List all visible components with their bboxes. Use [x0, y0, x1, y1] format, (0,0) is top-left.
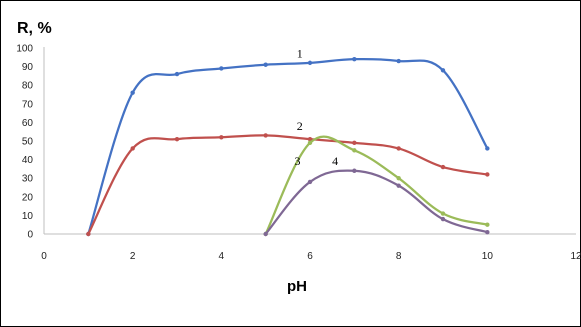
series-4-point-2 [352, 168, 357, 173]
x-tick-label-12: 12 [570, 251, 581, 262]
series-1-point-2 [174, 71, 180, 77]
series-2-point-2 [174, 136, 180, 142]
series-4 [263, 168, 490, 237]
series-1-point-3 [219, 66, 224, 71]
series-2-point-1 [130, 146, 135, 151]
series-1-point-1 [130, 90, 135, 95]
series-label-2: 2 [297, 119, 303, 133]
series-4-point-5 [485, 229, 490, 235]
x-tick-label-6: 6 [307, 251, 313, 262]
series-label-3: 3 [294, 154, 300, 168]
y-tick-label-80: 80 [22, 81, 34, 92]
series-3-point-2 [352, 148, 357, 153]
series-1-point-8 [440, 68, 446, 73]
series-3-point-1 [307, 140, 313, 146]
series-1-point-6 [352, 56, 357, 62]
series-2-point-3 [219, 135, 224, 140]
series-1-point-4 [263, 62, 268, 67]
series-4-point-0 [263, 231, 268, 237]
series-label-1: 1 [297, 46, 303, 60]
series-4-point-1 [307, 179, 313, 185]
y-tick-label-60: 60 [22, 118, 34, 129]
series-4-point-4 [440, 216, 446, 222]
series-3-line [264, 135, 489, 236]
series-2 [86, 133, 490, 237]
series-3 [263, 135, 490, 237]
series-2-point-7 [396, 146, 401, 151]
y-tick-label-0: 0 [27, 230, 33, 241]
series-2-point-9 [485, 172, 490, 177]
series-2-line [87, 134, 489, 236]
series-4-line [264, 169, 489, 236]
y-tick-label-90: 90 [22, 62, 34, 73]
series-1-line [87, 57, 489, 236]
series-4-point-3 [396, 183, 401, 188]
series-1-point-7 [396, 58, 401, 64]
x-tick-label-0: 0 [41, 251, 47, 262]
series-2-point-4 [263, 133, 268, 138]
series-3-point-4 [440, 211, 446, 216]
series-3-point-3 [396, 176, 401, 181]
y-axis-label: R, % [17, 20, 52, 37]
x-tick-label-8: 8 [396, 251, 402, 262]
x-tick-label-2: 2 [130, 251, 136, 262]
x-tick-label-4: 4 [219, 251, 225, 262]
series-1 [86, 56, 490, 237]
series-2-point-5 [307, 136, 313, 142]
y-tick-label-10: 10 [22, 211, 34, 222]
series-3-point-5 [485, 222, 490, 227]
x-tick-label-10: 10 [482, 251, 494, 262]
series-2-point-0 [86, 231, 91, 237]
series-label-4: 4 [332, 154, 338, 168]
y-tick-label-20: 20 [22, 192, 34, 203]
y-tick-label-100: 100 [16, 44, 33, 55]
y-tick-label-30: 30 [22, 174, 34, 185]
y-tick-label-50: 50 [22, 137, 34, 148]
y-tick-label-40: 40 [22, 155, 34, 166]
x-axis-label: pH [287, 278, 307, 295]
series-2-point-6 [352, 140, 357, 146]
series-1-point-5 [307, 60, 313, 66]
series-1-point-9 [485, 146, 490, 151]
y-tick-label-70: 70 [22, 99, 34, 110]
series-2-point-8 [440, 164, 446, 170]
